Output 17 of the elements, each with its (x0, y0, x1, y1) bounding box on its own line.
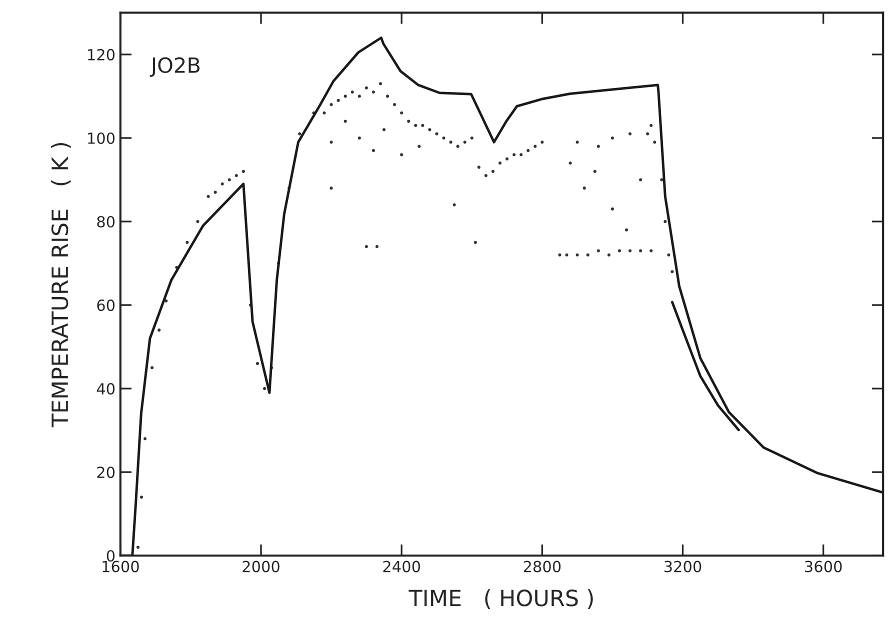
x-tick-label: 2400 (383, 560, 420, 572)
x-axis-title: TIME ( HOURS ) (408, 589, 593, 609)
x-tick-label: 2000 (242, 560, 280, 572)
y-tick-label: 80 (97, 216, 115, 228)
y-tick-label: 20 (97, 466, 115, 478)
line-series (670, 300, 740, 432)
y-tick-label: 100 (88, 132, 115, 144)
annotation: JO2B (150, 57, 200, 77)
y-tick-label: 120 (88, 48, 115, 60)
y-tick-label: 0 (106, 550, 115, 562)
y-tick-label: 60 (97, 300, 115, 312)
x-tick-label: 1600 (102, 560, 139, 572)
y-axis-title: TEMPERATURE RISE ( K ) (51, 143, 71, 428)
x-tick-label: 3200 (664, 560, 702, 572)
x-tick-label: 3600 (805, 560, 842, 572)
y-tick-label: 40 (96, 383, 115, 395)
x-tick-label: 2800 (524, 560, 561, 572)
